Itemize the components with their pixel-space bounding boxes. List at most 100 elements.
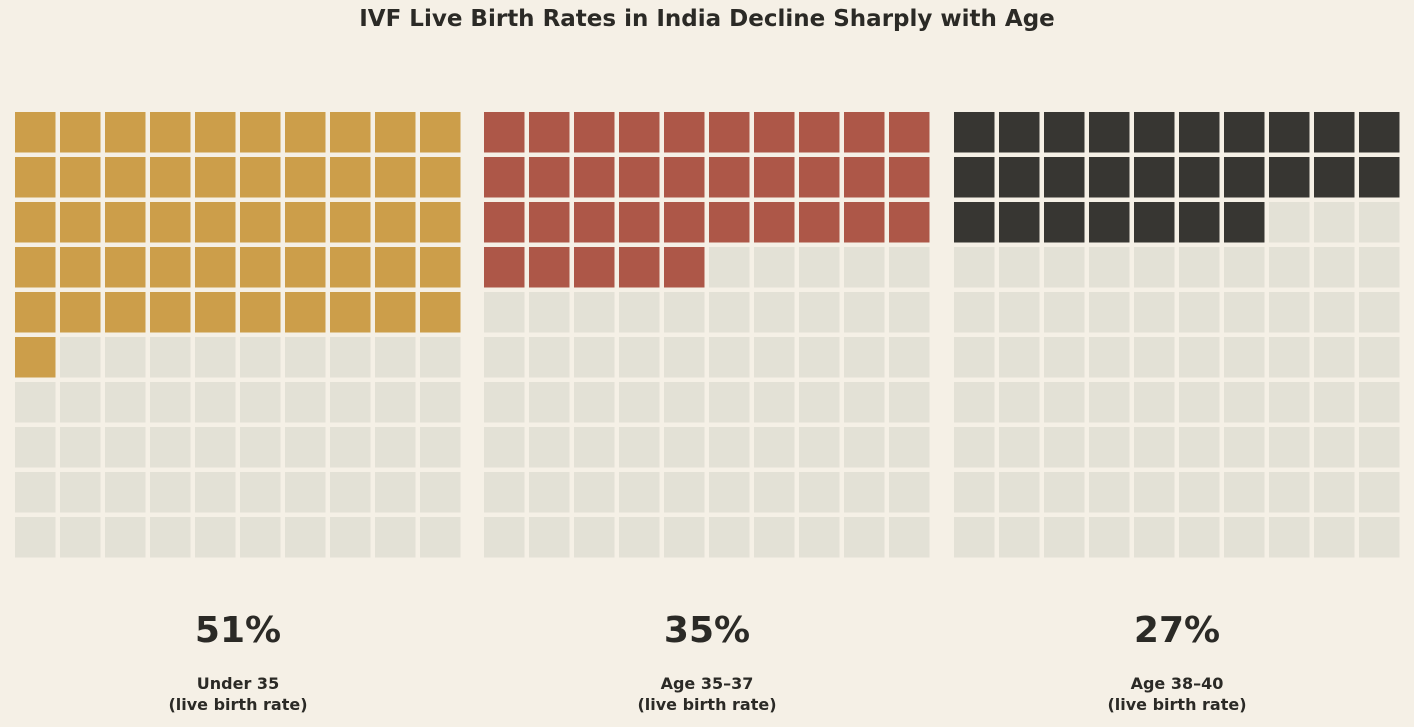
- waffle-cell-empty: [1359, 247, 1400, 288]
- waffle-cell-empty: [105, 382, 146, 423]
- waffle-cell-filled: [484, 247, 525, 288]
- waffle-cell-empty: [1269, 337, 1310, 378]
- waffle-cell-empty: [664, 337, 705, 378]
- waffle-cell-empty: [150, 427, 191, 468]
- waffle-cell-filled: [1224, 202, 1265, 243]
- waffle-cell-filled: [574, 247, 615, 288]
- waffle-cell-empty: [799, 247, 840, 288]
- waffle-cell-empty: [1359, 517, 1400, 558]
- waffle-cell-filled: [1359, 112, 1400, 153]
- waffle-cell-empty: [1359, 382, 1400, 423]
- waffle-cell-filled: [619, 247, 660, 288]
- waffle-cell-empty: [529, 517, 570, 558]
- waffle-cell-filled: [574, 202, 615, 243]
- waffle-cell-empty: [1179, 292, 1220, 333]
- waffle-cell-empty: [105, 427, 146, 468]
- waffle-cell-empty: [1044, 472, 1085, 513]
- waffle-cell-empty: [15, 472, 56, 513]
- waffle-cell-filled: [1044, 112, 1085, 153]
- waffle-cell-filled: [664, 247, 705, 288]
- waffle-cell-empty: [889, 427, 930, 468]
- waffle-cell-empty: [1179, 247, 1220, 288]
- waffle-cell-filled: [1314, 157, 1355, 198]
- panel-category: Age 35–37: [660, 674, 754, 693]
- waffle-cell-filled: [529, 202, 570, 243]
- waffle-cell-empty: [999, 427, 1040, 468]
- waffle-cell-filled: [15, 337, 56, 378]
- waffle-cell-empty: [1179, 427, 1220, 468]
- waffle-cell-empty: [375, 337, 416, 378]
- waffle-cell-empty: [664, 382, 705, 423]
- waffle-cell-empty: [15, 382, 56, 423]
- waffle-cell-empty: [889, 247, 930, 288]
- waffle-cell-empty: [1269, 427, 1310, 468]
- waffle-cell-empty: [1314, 472, 1355, 513]
- waffle-cell-filled: [1269, 112, 1310, 153]
- waffle-cell-empty: [1089, 337, 1130, 378]
- waffle-cell-empty: [754, 337, 795, 378]
- waffle-cell-filled: [105, 157, 146, 198]
- waffle-cell-empty: [375, 517, 416, 558]
- waffle-cell-filled: [754, 157, 795, 198]
- waffle-cell-empty: [844, 382, 885, 423]
- waffle-cell-empty: [150, 472, 191, 513]
- waffle-cell-filled: [15, 157, 56, 198]
- waffle-cell-empty: [664, 472, 705, 513]
- waffle-cell-filled: [15, 202, 56, 243]
- waffle-cell-empty: [844, 292, 885, 333]
- waffle-cell-filled: [484, 157, 525, 198]
- waffle-cell-filled: [285, 202, 326, 243]
- waffle-cell-empty: [420, 382, 461, 423]
- waffle-cell-empty: [420, 472, 461, 513]
- waffle-cell-filled: [619, 112, 660, 153]
- waffle-cell-empty: [105, 517, 146, 558]
- waffle-cell-empty: [375, 472, 416, 513]
- waffle-cell-filled: [15, 247, 56, 288]
- waffle-cell-empty: [1179, 517, 1220, 558]
- waffle-cell-filled: [420, 292, 461, 333]
- waffle-cell-empty: [15, 427, 56, 468]
- waffle-cell-empty: [709, 427, 750, 468]
- waffle-cell-empty: [1179, 337, 1220, 378]
- waffle-cell-empty: [954, 337, 995, 378]
- waffle-cell-filled: [1044, 202, 1085, 243]
- waffle-cell-filled: [1179, 157, 1220, 198]
- waffle-cell-filled: [420, 247, 461, 288]
- waffle-cell-empty: [1134, 337, 1175, 378]
- waffle-cell-filled: [529, 247, 570, 288]
- waffle-cell-filled: [844, 202, 885, 243]
- waffle-cell-empty: [529, 382, 570, 423]
- waffle-cell-filled: [105, 112, 146, 153]
- waffle-cell-empty: [619, 337, 660, 378]
- waffle-cell-empty: [484, 337, 525, 378]
- waffle-cell-empty: [1269, 247, 1310, 288]
- waffle-cell-empty: [529, 292, 570, 333]
- waffle-cell-filled: [999, 202, 1040, 243]
- waffle-cell-filled: [375, 292, 416, 333]
- waffle-cell-empty: [1269, 472, 1310, 513]
- waffle-cell-empty: [954, 517, 995, 558]
- waffle-cell-empty: [999, 292, 1040, 333]
- waffle-cell-filled: [484, 112, 525, 153]
- waffle-cell-filled: [60, 112, 101, 153]
- waffle-cell-filled: [105, 292, 146, 333]
- waffle-cell-empty: [484, 292, 525, 333]
- waffle-cell-filled: [375, 157, 416, 198]
- waffle-cell-empty: [754, 427, 795, 468]
- waffle-cell-filled: [889, 202, 930, 243]
- waffle-cell-filled: [889, 157, 930, 198]
- waffle-cell-empty: [60, 337, 101, 378]
- waffle-panel-2: [484, 112, 930, 558]
- waffle-cell-empty: [999, 337, 1040, 378]
- waffle-cell-filled: [754, 112, 795, 153]
- waffle-cell-filled: [1134, 202, 1175, 243]
- waffle-cell-filled: [709, 202, 750, 243]
- waffle-cell-filled: [574, 157, 615, 198]
- waffle-cell-filled: [954, 202, 995, 243]
- waffle-cell-filled: [60, 247, 101, 288]
- waffle-cell-empty: [1134, 292, 1175, 333]
- panel-category: Age 38–40: [1130, 674, 1224, 693]
- waffle-cell-filled: [105, 202, 146, 243]
- waffle-cell-empty: [574, 292, 615, 333]
